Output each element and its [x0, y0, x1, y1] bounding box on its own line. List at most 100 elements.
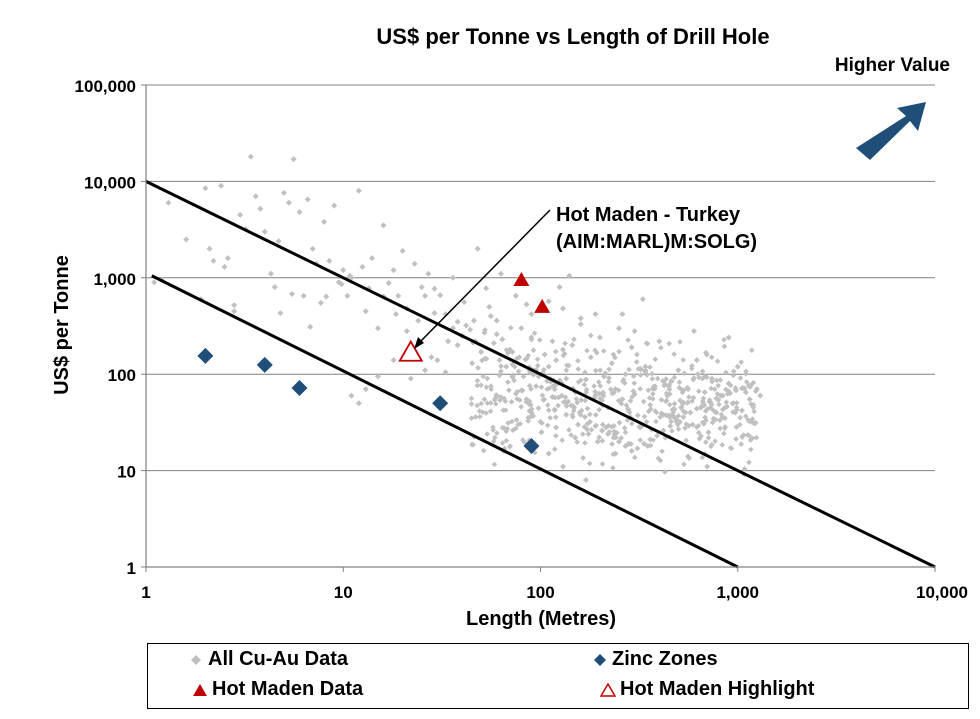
cu-au-point [537, 418, 544, 425]
cu-au-point [582, 397, 588, 404]
cu-au-point [733, 387, 740, 394]
cu-au-point [395, 292, 402, 299]
cu-au-point [553, 424, 560, 431]
cu-au-point [662, 381, 669, 388]
cu-au-point [480, 373, 486, 380]
cu-au-point [644, 442, 651, 449]
cu-au-point [730, 400, 737, 407]
cu-au-point [478, 400, 485, 407]
cu-au-point [667, 423, 674, 430]
cu-au-point [690, 376, 697, 383]
cu-au-point [580, 455, 586, 461]
cu-au-point [622, 371, 629, 378]
cu-au-point [655, 455, 662, 462]
cu-au-point [477, 413, 483, 420]
cu-au-point [571, 336, 577, 343]
cu-au-point [355, 187, 362, 194]
cu-au-point [620, 376, 627, 383]
cu-au-point [703, 439, 709, 445]
cu-au-point [634, 445, 641, 452]
cu-au-point [517, 397, 523, 403]
cu-au-point [627, 398, 634, 404]
cu-au-point [563, 367, 570, 374]
cu-au-point [681, 370, 688, 377]
cu-au-point [469, 360, 476, 367]
cu-au-point [582, 440, 588, 446]
cu-au-point [649, 371, 655, 377]
cu-au-point [666, 386, 673, 393]
red-triangle-icon [193, 683, 207, 696]
cu-au-point [271, 284, 278, 291]
cu-au-point [411, 260, 418, 267]
cu-au-point [490, 424, 496, 431]
cu-au-point [491, 461, 498, 468]
cu-au-point [487, 313, 494, 320]
cu-au-point [693, 357, 700, 364]
cu-au-point [331, 202, 338, 209]
cu-au-point [734, 363, 741, 370]
cu-au-point [359, 263, 366, 270]
cu-au-point [497, 270, 504, 277]
cu-au-point [727, 382, 734, 389]
cu-au-point [693, 424, 700, 430]
cu-au-point [545, 407, 552, 414]
cu-au-point [355, 400, 362, 407]
cu-au-point [487, 408, 494, 415]
cu-au-point [551, 386, 558, 393]
cu-au-point [666, 382, 673, 388]
cu-au-point [663, 390, 670, 397]
cu-au-point [587, 332, 594, 339]
cu-au-point [621, 425, 628, 431]
cu-au-point [531, 330, 538, 337]
cu-au-point [513, 417, 520, 423]
cu-au-point [217, 182, 224, 189]
cu-au-point [484, 400, 491, 406]
cu-au-point [719, 442, 726, 448]
cu-au-point [323, 293, 330, 300]
cu-au-point [582, 476, 589, 483]
cu-au-point [596, 390, 603, 397]
cu-au-point [500, 407, 507, 413]
zinc-zone-point [523, 437, 540, 454]
cu-au-point [714, 358, 721, 365]
cu-au-point [688, 365, 695, 372]
cu-au-point [221, 263, 228, 270]
cu-au-point [369, 255, 376, 262]
cu-au-point [641, 440, 648, 447]
cu-au-point [511, 377, 517, 384]
cu-au-point [669, 428, 675, 434]
cu-au-point [690, 394, 697, 401]
legend-label: Hot Maden Data [212, 678, 364, 700]
cu-au-point [637, 437, 644, 443]
cu-au-point [663, 376, 669, 382]
cu-au-point [566, 362, 572, 369]
cu-au-point [666, 412, 672, 419]
cu-au-point [749, 347, 755, 354]
scatter-chart: 1 10 100 1,000 10,000 100,000 1 10 100 1,000 10,00… [51, 24, 968, 630]
cu-au-point [611, 428, 618, 435]
y-tick-label: 10 [117, 463, 136, 482]
cu-au-point [539, 392, 546, 399]
cu-au-point [574, 439, 580, 445]
cu-au-point [385, 280, 392, 287]
cu-au-point [518, 387, 525, 394]
legend-item-zinc: Zinc Zones [592, 648, 718, 671]
cu-au-point [680, 413, 687, 420]
cu-au-point [563, 375, 570, 382]
cu-au-point [321, 218, 328, 225]
cu-au-point [750, 401, 757, 408]
cu-au-point [572, 434, 579, 441]
cu-au-point [676, 384, 683, 391]
cu-au-point [712, 416, 719, 423]
cu-au-point [739, 433, 746, 440]
cu-au-point [717, 377, 724, 383]
cu-au-point [727, 444, 734, 451]
cu-au-point [705, 435, 712, 441]
cu-au-point [563, 411, 570, 418]
annotation: Hot Maden - Turkey (AIM:MARL)M:SOLG) [414, 204, 757, 349]
cu-au-point [476, 408, 483, 414]
cu-au-point [631, 380, 638, 386]
cu-au-point [399, 247, 406, 254]
cu-au-point [642, 367, 649, 374]
cu-au-point [362, 308, 369, 315]
